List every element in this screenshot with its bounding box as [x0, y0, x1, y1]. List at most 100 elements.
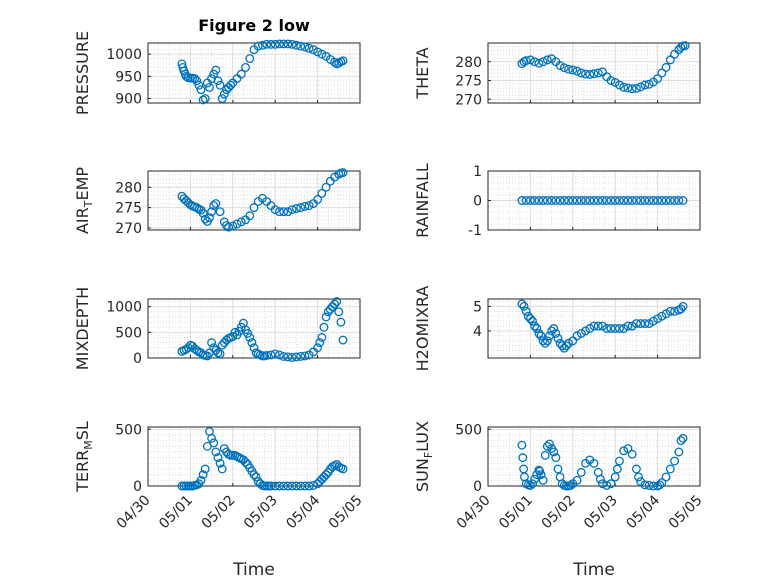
rainfall-point: [551, 196, 561, 205]
air-temp-ytick-label: 275: [115, 201, 142, 217]
theta-point: [627, 84, 637, 94]
sun-flux-point: [530, 474, 540, 484]
sun-flux-ytick-label: 0: [473, 479, 482, 495]
theta-markers: [517, 41, 690, 94]
rainfall-point: [653, 196, 663, 205]
rainfall-point: [644, 196, 654, 205]
theta-ylabel: THETA: [413, 47, 432, 99]
h2omixra-point: [538, 336, 548, 346]
mixdepth-ylabel: MIXDEPTH: [73, 287, 92, 370]
air-temp-point: [291, 203, 301, 213]
air-temp-point: [224, 222, 234, 232]
sun-flux-point: [648, 481, 658, 491]
sun-flux-point: [612, 464, 622, 474]
theta-point: [568, 65, 578, 75]
terr-msl-point: [270, 481, 280, 491]
h2omixra-point: [542, 336, 552, 346]
rainfall-ytick-label: -1: [468, 223, 482, 239]
terr-msl-point: [291, 481, 301, 491]
pressure-point: [241, 62, 250, 72]
rainfall-point: [525, 196, 535, 205]
h2omixra-point: [602, 324, 612, 333]
air-temp-point: [236, 217, 246, 227]
air-temp-point: [317, 188, 327, 198]
pressure-point: [245, 54, 255, 64]
h2omixra-point: [534, 328, 544, 338]
air-temp-point: [300, 201, 310, 211]
terr-msl-point: [304, 481, 314, 491]
sun-flux-point: [619, 446, 629, 456]
pressure-point: [217, 94, 227, 104]
h2omixra-point: [610, 324, 620, 333]
terr-msl-point: [207, 433, 217, 443]
rainfall-point: [593, 196, 603, 205]
rainfall-point: [559, 196, 569, 205]
terr-msl-point: [213, 453, 223, 463]
rainfall-point: [614, 196, 624, 205]
mixdepth-point: [183, 343, 193, 353]
mixdepth-point: [338, 335, 348, 345]
pressure-point: [236, 69, 246, 79]
rainfall-ytick-label: 0: [473, 194, 482, 210]
theta-point: [614, 80, 624, 90]
terr-msl-point: [274, 481, 284, 491]
rainfall-point: [572, 196, 582, 205]
theta-ytick-label: 275: [455, 74, 482, 90]
terr-msl-point: [300, 481, 310, 491]
rainfall-point: [657, 196, 667, 205]
terr-msl-point: [283, 481, 293, 491]
sun-flux-xtick-label: 05/05: [666, 492, 706, 532]
rainfall-minor-grid: [488, 171, 700, 230]
air-temp-point: [270, 205, 280, 215]
air-temp-point: [283, 207, 293, 217]
subplot-rainfall: -1 0 1 RAINFALL: [413, 163, 701, 239]
theta-point: [530, 57, 540, 67]
theta-point: [657, 68, 667, 78]
h2omixra-point: [553, 333, 563, 343]
theta-point: [589, 69, 599, 79]
pressure-point: [258, 40, 267, 50]
pressure-point: [192, 76, 202, 86]
air-temp-point: [245, 211, 255, 221]
mixdepth-point: [283, 352, 293, 362]
pressure-point: [283, 39, 293, 49]
air-temp-point: [221, 221, 231, 230]
terr-msl-point: [241, 457, 250, 467]
rainfall-point: [576, 196, 586, 205]
theta-point: [572, 66, 582, 76]
theta-point: [538, 57, 548, 67]
pressure-point: [194, 80, 204, 90]
subplot-terr-msl: 0 500 TERRMSL 04/30 05/01 05/02 05/03 05/04 05/0…: [73, 421, 366, 580]
h2omixra-point: [631, 319, 641, 329]
air-temp-point: [313, 195, 323, 204]
subplot-sun-flux: 0 500 SUNFLUX 04/30 05/01 05/02 05/03 05/04 05/0…: [413, 421, 706, 580]
terr-msl-point: [198, 470, 208, 480]
h2omixra-point: [614, 324, 624, 333]
h2omixra-point: [678, 301, 688, 311]
pressure-point: [262, 39, 272, 49]
terr-msl-point: [209, 438, 219, 448]
sun-flux-xlabel: Time: [572, 560, 615, 580]
h2omixra-point: [521, 306, 531, 316]
sun-flux-point: [602, 480, 612, 490]
air-temp-point: [338, 168, 348, 178]
air-temp-ylabel: AIRTEMP: [73, 167, 95, 234]
mixdepth-point: [207, 338, 217, 348]
mixdepth-point: [296, 352, 306, 361]
pressure-point: [205, 82, 214, 92]
pressure-point: [334, 58, 344, 68]
sun-flux-point: [572, 475, 582, 485]
pressure-ytick-label: 950: [115, 69, 142, 85]
h2omixra-point: [593, 321, 603, 331]
sun-flux-xtick-label: 05/03: [581, 492, 621, 532]
rainfall-point: [521, 196, 531, 205]
terr-msl-point: [308, 480, 318, 490]
sun-flux-point: [610, 472, 620, 482]
mixdepth-point: [319, 322, 329, 332]
sun-flux-ytick-label: 500: [455, 422, 482, 438]
theta-point: [653, 74, 663, 84]
air-temp-point: [232, 219, 242, 229]
mixdepth-point: [230, 327, 240, 337]
mixdepth-ytick-label: 0: [133, 351, 142, 367]
